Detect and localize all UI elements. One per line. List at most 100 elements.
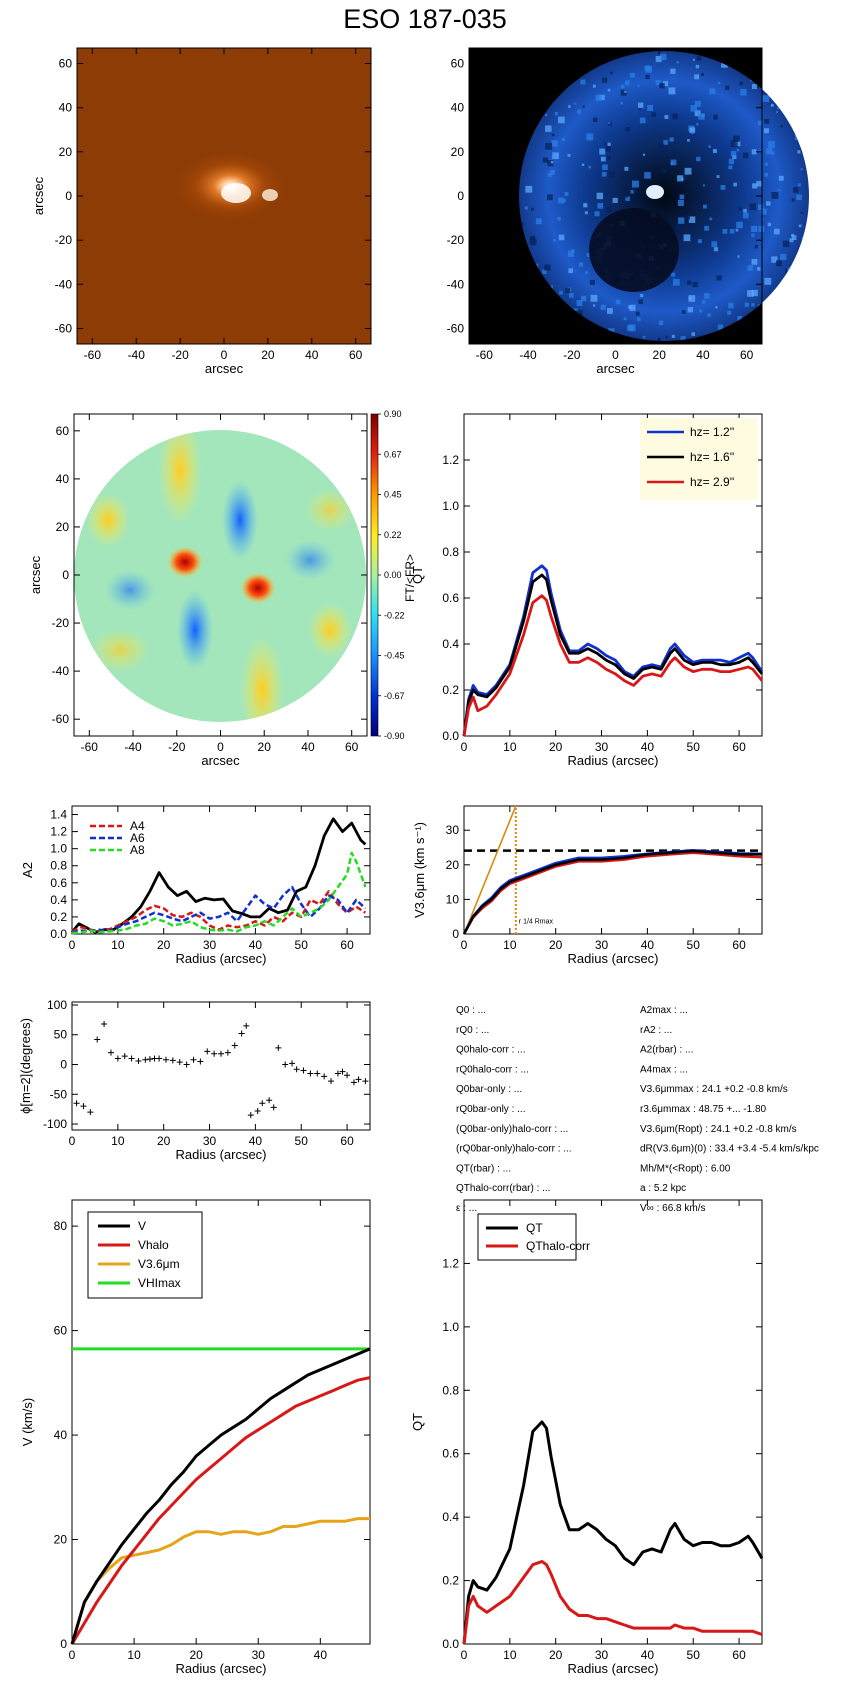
- noise-pixel: [545, 113, 548, 117]
- colorbar-tick-label: 0.00: [384, 570, 402, 580]
- noise-pixel: [529, 235, 536, 241]
- noise-pixel: [600, 304, 606, 310]
- noise-pixel: [776, 298, 780, 302]
- noise-pixel: [696, 56, 702, 61]
- noise-pixel: [802, 99, 809, 107]
- noise-pixel: [625, 127, 630, 132]
- y-axis-label: arcsec: [28, 555, 43, 594]
- x-tick-label: -40: [124, 740, 142, 754]
- noise-pixel: [545, 142, 553, 150]
- x-axis-label: arcsec: [205, 361, 244, 376]
- noise-pixel: [743, 208, 747, 213]
- noise-pixel: [694, 74, 700, 80]
- noise-pixel: [717, 81, 721, 85]
- noise-pixel: [552, 152, 559, 160]
- noise-pixel: [645, 66, 652, 73]
- noise-pixel: [639, 117, 646, 124]
- x-tick-label: 40: [641, 938, 655, 952]
- x-tick-label: 40: [249, 938, 263, 952]
- phase-point: [344, 1072, 351, 1079]
- galaxy-core: [221, 183, 251, 203]
- noise-pixel: [655, 80, 661, 85]
- noise-pixel: [694, 100, 701, 107]
- noise-pixel: [668, 87, 676, 95]
- noise-pixel: [604, 142, 607, 146]
- qt-halo-line: [462, 1560, 763, 1645]
- phase-point: [156, 1055, 163, 1062]
- noise-pixel: [578, 262, 584, 267]
- x-tick-label: 0: [69, 938, 76, 952]
- y-tick-label: 0.8: [442, 545, 459, 559]
- noise-pixel: [699, 309, 703, 313]
- y-tick-label: -40: [52, 664, 70, 678]
- y-tick-label: 20: [56, 520, 70, 534]
- phase-point: [218, 1050, 224, 1057]
- x-tick-label: 0: [217, 740, 224, 754]
- rotation-line: [70, 1347, 371, 1645]
- noise-pixel: [589, 279, 595, 285]
- y-axis-label: A2: [20, 862, 35, 878]
- noise-pixel: [771, 256, 778, 263]
- x-tick-label: 40: [641, 740, 655, 754]
- noise-pixel: [763, 321, 771, 329]
- phase-point: [169, 1057, 176, 1064]
- plot-frame: [463, 1199, 763, 1645]
- phase-point: [314, 1070, 321, 1077]
- noise-pixel: [628, 324, 636, 332]
- noise-pixel: [770, 75, 777, 82]
- legend-amp-label: A6: [130, 831, 145, 845]
- phase-point: [339, 1068, 346, 1075]
- noise-pixel: [683, 174, 689, 180]
- noise-pixel: [708, 145, 711, 148]
- noise-pixel: [670, 68, 676, 74]
- noise-pixel: [577, 109, 582, 114]
- noise-pixel: [550, 169, 555, 175]
- noise-pixel: [804, 85, 809, 90]
- noise-pixel: [762, 95, 770, 103]
- x-tick-label: 50: [295, 938, 309, 952]
- phase-point: [307, 1070, 314, 1077]
- y-tick-label: 0.4: [442, 637, 459, 651]
- noise-pixel: [687, 280, 692, 285]
- noise-pixel: [764, 118, 770, 124]
- phase-point: [224, 1049, 231, 1056]
- legend-vel-label: V: [138, 1219, 146, 1233]
- x-tick-label: 20: [549, 740, 563, 754]
- noise-pixel: [727, 310, 732, 315]
- y-tick-label: 100: [47, 998, 67, 1012]
- noise-pixel: [586, 253, 591, 257]
- noise-pixel: [771, 71, 776, 76]
- noise-pixel: [677, 217, 685, 224]
- noise-pixel: [800, 168, 803, 171]
- noise-pixel: [729, 229, 735, 234]
- velocity-line: [462, 851, 763, 935]
- colorbar-tick-label: 0.67: [384, 449, 402, 459]
- noise-pixel: [647, 105, 654, 111]
- noise-pixel: [585, 271, 589, 275]
- noise-pixel: [550, 285, 554, 288]
- legend-qt-label: QThalo-corr: [526, 1239, 590, 1253]
- noise-pixel: [778, 188, 781, 191]
- rotation-curve-panel: 0 10 20 30 40 0 20 40 60 80 Radius (arcsec) V (km/s…: [20, 1199, 371, 1676]
- param-right-item: A2(rbar) : ...: [640, 1045, 693, 1056]
- noise-pixel: [716, 175, 720, 178]
- param-left-item: QThalo-corr(rbar) : ...: [456, 1183, 550, 1194]
- x-tick-label: 60: [732, 740, 746, 754]
- noise-pixel: [605, 145, 612, 152]
- noise-pixel: [775, 65, 779, 69]
- noise-pixel: [793, 187, 799, 193]
- param-right-item: V3.6μmmax : 24.1 +0.2 -0.8 km/s: [640, 1084, 788, 1095]
- x-tick-label: 0: [69, 1648, 76, 1662]
- plot-frame: [463, 413, 763, 737]
- noise-pixel: [758, 149, 761, 153]
- noise-pixel: [651, 112, 656, 117]
- noise-pixel: [529, 238, 537, 246]
- noise-pixel: [709, 88, 716, 95]
- phase-point: [142, 1056, 149, 1063]
- noise-pixel: [561, 137, 565, 141]
- noise-pixel: [739, 81, 744, 86]
- y-tick-label: 0: [452, 927, 459, 941]
- y-tick-label: 0.2: [442, 683, 459, 697]
- legend-vel-label: VHImax: [138, 1276, 181, 1290]
- noise-pixel: [607, 142, 611, 146]
